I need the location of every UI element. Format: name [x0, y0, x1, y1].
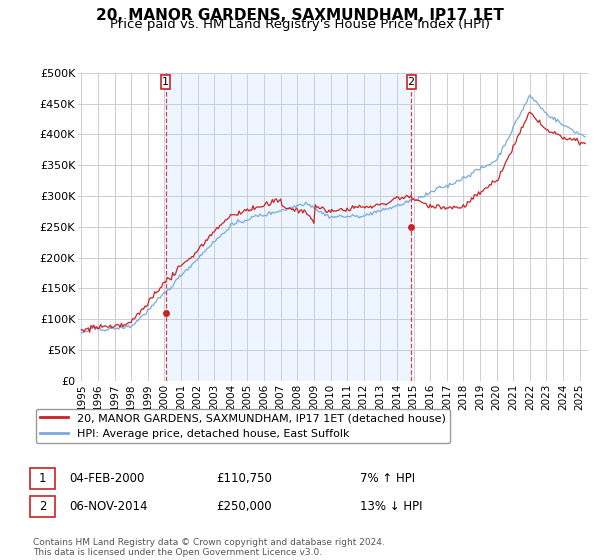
Text: 06-NOV-2014: 06-NOV-2014	[69, 500, 148, 513]
Text: 1: 1	[162, 77, 169, 87]
Text: 13% ↓ HPI: 13% ↓ HPI	[360, 500, 422, 513]
Bar	[407, 75, 416, 89]
Text: 7% ↑ HPI: 7% ↑ HPI	[360, 472, 415, 485]
Text: 2: 2	[407, 77, 415, 87]
Text: £250,000: £250,000	[216, 500, 272, 513]
Text: £110,750: £110,750	[216, 472, 272, 485]
Text: Price paid vs. HM Land Registry's House Price Index (HPI): Price paid vs. HM Land Registry's House …	[110, 18, 490, 31]
Text: 20, MANOR GARDENS, SAXMUNDHAM, IP17 1ET: 20, MANOR GARDENS, SAXMUNDHAM, IP17 1ET	[96, 8, 504, 24]
Text: 2: 2	[39, 500, 46, 513]
Text: 1: 1	[39, 472, 46, 485]
Legend: 20, MANOR GARDENS, SAXMUNDHAM, IP17 1ET (detached house), HPI: Average price, de: 20, MANOR GARDENS, SAXMUNDHAM, IP17 1ET …	[35, 409, 450, 443]
Bar	[161, 75, 170, 89]
Bar	[166, 73, 411, 381]
Text: Contains HM Land Registry data © Crown copyright and database right 2024.
This d: Contains HM Land Registry data © Crown c…	[33, 538, 385, 557]
Text: 04-FEB-2000: 04-FEB-2000	[69, 472, 145, 485]
